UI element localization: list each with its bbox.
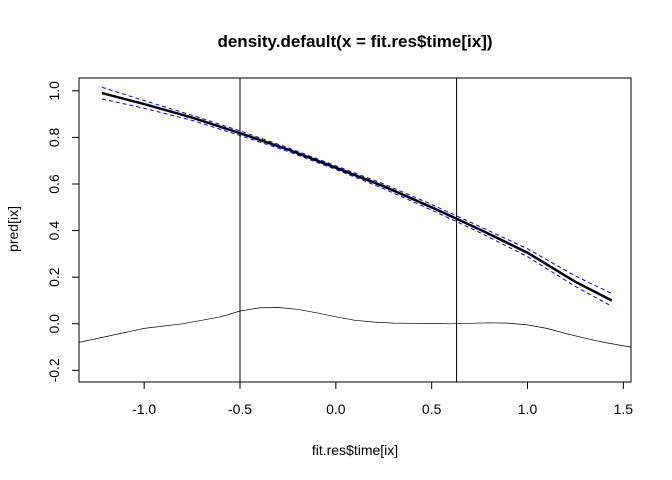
x-tick-label: 0.5 (422, 401, 442, 417)
y-tick-label: 0.0 (46, 314, 62, 334)
confidence-band-line (101, 98, 613, 307)
y-tick-label: 0.4 (46, 221, 62, 241)
plot-box (78, 77, 632, 383)
density-curve (79, 307, 631, 348)
x-tick-label: 1.5 (614, 401, 634, 417)
confidence-band-line (101, 86, 613, 294)
chart-title: density.default(x = fit.res$time[ix]) (217, 32, 492, 51)
y-tick-label: 0.8 (46, 127, 62, 147)
y-axis-label: pred[ix] (5, 206, 21, 252)
x-axis-label: fit.res$time[ix] (312, 442, 398, 458)
x-tick-label: 1.0 (518, 401, 538, 417)
y-tick-label: -0.2 (46, 358, 62, 382)
prediction-line (101, 91, 613, 302)
y-tick-label: 0.2 (46, 267, 62, 287)
x-tick-label: -1.0 (132, 401, 156, 417)
x-tick-label: -0.5 (228, 401, 252, 417)
y-tick-label: 1.0 (46, 81, 62, 101)
plot-region (79, 78, 631, 382)
y-tick-label: 0.6 (46, 174, 62, 194)
x-tick-label: 0.0 (326, 401, 346, 417)
